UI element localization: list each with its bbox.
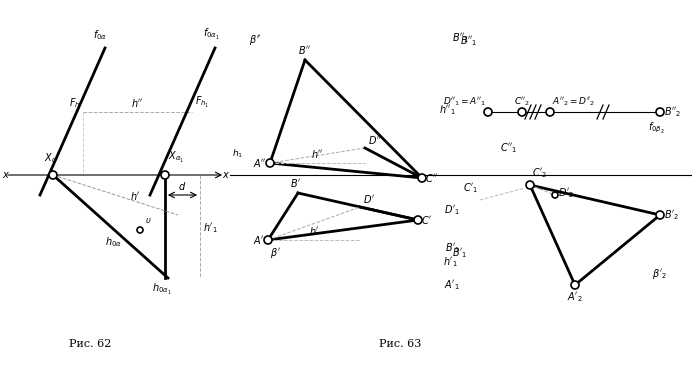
Text: $f_{0α}$: $f_{0α}$ [93,28,107,42]
Text: $B'_2$: $B'_2$ [664,208,680,222]
Circle shape [656,211,664,219]
Text: Рис. 63: Рис. 63 [379,339,421,349]
Text: $h''$: $h''$ [131,97,144,109]
Circle shape [161,171,169,179]
Text: $h'$: $h'$ [309,225,320,237]
Text: $h'_1$: $h'_1$ [443,255,458,269]
Text: $A'$: $A'$ [253,234,265,246]
Text: $C''_1$: $C''_1$ [500,141,518,155]
Circle shape [546,108,554,116]
Text: $C'_1$: $C'_1$ [462,181,478,195]
Text: $B''_1$: $B''_1$ [452,31,469,45]
Text: $f_{0β_2}$: $f_{0β_2}$ [648,120,664,135]
Text: $A''$: $A''$ [253,157,267,169]
Text: $f_{0α_1}$: $f_{0α_1}$ [203,27,220,42]
Text: $C'$: $C'$ [421,214,432,226]
Circle shape [264,236,272,244]
Text: $X_α$: $X_α$ [44,151,57,165]
Text: $d$: $d$ [179,180,187,192]
Text: $h_{0α_1}$: $h_{0α_1}$ [152,282,172,297]
Circle shape [49,171,57,179]
Text: $B'_1$: $B'_1$ [452,246,467,260]
Text: $D''$: $D''$ [368,134,382,146]
Text: x: x [2,170,8,180]
Text: $B'$: $B'$ [291,177,302,189]
Text: $D''_1{=}A''_1$: $D''_1{=}A''_1$ [443,95,486,108]
Circle shape [484,108,492,116]
Circle shape [418,174,426,182]
Text: $C''_2$: $C''_2$ [514,95,530,108]
Text: x: x [222,170,228,180]
Text: $h'_1$: $h'_1$ [203,221,218,235]
Circle shape [414,216,422,224]
Text: $B''$: $B''$ [298,44,311,56]
Text: $A'_1$: $A'_1$ [444,278,460,292]
Text: $D'_1$: $D'_1$ [444,203,460,217]
Text: Рис. 62: Рис. 62 [69,339,111,349]
Text: $β'_2$: $β'_2$ [652,267,667,281]
Circle shape [526,181,534,189]
Text: $B''_2$: $B''_2$ [664,105,681,119]
Text: $B'_1$: $B'_1$ [445,241,460,255]
Circle shape [518,108,526,116]
Text: $A''_2{=}D''_2$: $A''_2{=}D''_2$ [552,95,595,108]
Circle shape [571,281,579,289]
Text: $C'_2$: $C'_2$ [532,166,547,180]
Text: $F_{h_1}$: $F_{h_1}$ [195,95,210,110]
Text: $β''$: $β''$ [249,33,262,47]
Text: $h_1$: $h_1$ [232,148,243,160]
Text: $h_{0α}$: $h_{0α}$ [105,235,122,249]
Circle shape [552,192,558,198]
Text: $h''_1$: $h''_1$ [439,103,456,117]
Text: $C''$: $C''$ [425,172,438,184]
Text: $D'_2$: $D'_2$ [558,186,574,200]
Circle shape [656,108,664,116]
Text: $B''_1$: $B''_1$ [460,34,477,48]
Text: $h''$: $h''$ [311,148,324,160]
Circle shape [137,227,143,233]
Circle shape [266,159,274,167]
Text: $A'_2$: $A'_2$ [567,290,583,304]
Text: $β'$: $β'$ [270,246,281,260]
Text: $F_h$: $F_h$ [69,96,80,110]
Text: $υ$: $υ$ [145,216,152,225]
Text: $h'$: $h'$ [129,190,140,202]
Text: $X_{α_1}$: $X_{α_1}$ [168,150,184,165]
Text: $D'$: $D'$ [363,193,375,205]
